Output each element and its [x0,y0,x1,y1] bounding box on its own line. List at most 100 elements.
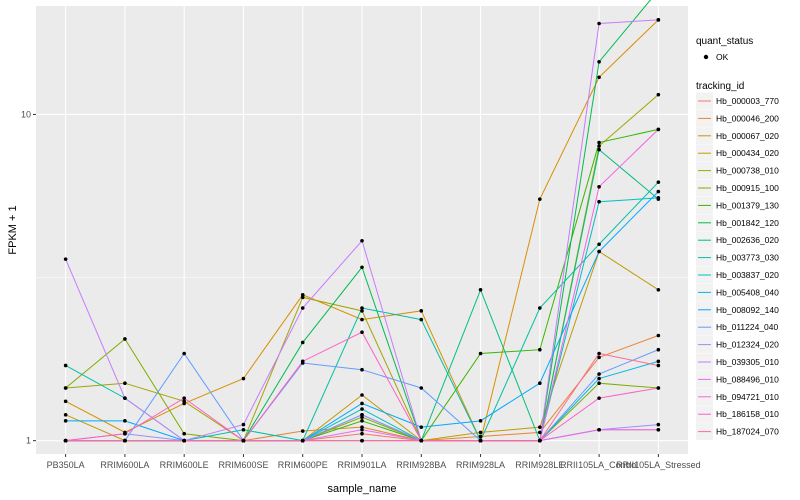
data-point-Hb_001379_130 [360,419,364,423]
data-point-Hb_187024_070 [419,438,424,443]
data-point-Hb_001379_130 [538,347,542,352]
x-axis: PB350LA RRIM600LA RRIM600LE RRIM600SE RRIM60… [47,454,701,470]
data-point-Hb_186158_010 [360,330,364,335]
legend-quant-status-title: quant_status [696,36,753,47]
data-point-Hb_000434_020 [360,393,364,397]
data-point-Hb_000046_200 [597,355,601,360]
data-point-Hb_008092_140 [656,189,661,194]
data-point-Hb_000434_020 [656,288,661,292]
data-point-Hb_186158_010 [182,396,186,400]
x-tick-label: PB350LA [47,460,85,470]
legend-ok-label: OK [716,52,729,62]
data-point-Hb_039305_010 [300,306,305,310]
data-point-Hb_039305_010 [63,257,68,261]
data-point-Hb_001842_120 [300,340,305,345]
data-point-Hb_088496_010 [656,427,661,432]
data-point-Hb_000738_010 [123,381,127,386]
x-tick-label: RRII105LA_Control [560,460,638,470]
data-point-Hb_011224_040 [597,372,601,376]
y-axis: 1 10 [21,109,36,446]
legend-label-Hb_003837_020: Hb_003837_020 [716,270,779,280]
legend-label-Hb_003773_030: Hb_003773_030 [716,253,779,263]
data-point-Hb_039305_010 [360,238,364,243]
data-point-Hb_003773_030 [419,317,424,322]
data-point-Hb_000915_100 [123,337,127,341]
data-point-Hb_008092_140 [538,381,542,386]
x-tick-label: RRIM600LA [100,460,149,470]
data-point-Hb_187024_070 [478,438,483,443]
x-tick-label: RRIM928BA [396,460,446,470]
legend: quant_status OK tracking_id Hb_000003_77… [696,36,779,441]
data-point-Hb_000915_100 [63,386,68,390]
data-point-Hb_002636_020 [478,288,483,292]
legend-ok-point [703,54,709,60]
x-tick-label: RRIM600SE [218,460,268,470]
data-point-Hb_187024_070 [538,438,542,443]
data-point-Hb_011224_040 [656,347,661,352]
data-point-Hb_008092_140 [419,425,424,429]
data-point-Hb_012324_020 [656,422,661,427]
data-point-Hb_000067_020 [538,197,542,201]
data-point-Hb_187024_070 [360,438,364,443]
data-point-Hb_000915_100 [182,431,186,436]
data-point-Hb_000003_770 [360,431,364,436]
data-point-Hb_003837_020 [597,199,601,204]
data-point-Hb_002636_020 [597,147,601,152]
data-point-Hb_003773_030 [538,306,542,310]
legend-label-Hb_000046_200: Hb_000046_200 [716,113,779,123]
data-point-Hb_000046_200 [300,429,305,433]
data-point-Hb_008092_140 [597,249,601,254]
legend-label-Hb_000067_020: Hb_000067_020 [716,131,779,141]
data-point-Hb_187024_070 [300,438,305,443]
data-point-Hb_000046_200 [478,434,483,439]
data-point-Hb_088496_010 [360,427,364,432]
data-point-Hb_000067_020 [241,376,246,381]
data-point-Hb_000434_020 [63,413,68,417]
data-point-Hb_187024_070 [63,438,68,443]
data-point-Hb_008092_140 [478,419,483,423]
data-point-Hb_000434_020 [478,430,483,435]
data-point-Hb_187024_070 [656,363,661,368]
x-tick-label: RRIM600LE [160,460,209,470]
data-point-Hb_094721_010 [597,185,601,189]
data-point-Hb_039305_010 [123,396,127,400]
data-point-Hb_003773_030 [656,180,661,184]
data-point-Hb_000915_100 [597,381,601,386]
data-point-Hb_005408_040 [597,376,601,381]
data-point-Hb_003773_030 [360,306,364,310]
data-points [63,18,661,443]
y-tick-label: 1 [26,436,31,446]
legend-label-Hb_000915_100: Hb_000915_100 [716,183,779,193]
data-point-Hb_003773_030 [63,363,68,368]
data-point-Hb_000738_010 [182,399,186,404]
data-point-Hb_000046_200 [656,333,661,338]
y-axis-title: FPKM + 1 [7,205,19,254]
data-point-Hb_003837_020 [656,196,661,200]
data-point-Hb_039305_010 [597,21,601,26]
data-point-Hb_187024_070 [597,351,601,356]
data-point-Hb_003773_030 [241,427,246,432]
legend-label-Hb_094721_010: Hb_094721_010 [716,392,779,402]
data-point-Hb_000738_010 [300,295,305,300]
legend-items: Hb_000003_770 Hb_000046_200 Hb_000067_020 H… [696,92,779,441]
legend-label-Hb_002636_020: Hb_002636_020 [716,235,779,245]
data-point-Hb_000067_020 [419,309,424,313]
x-axis-title: sample_name [327,483,396,495]
data-point-Hb_186158_010 [300,359,305,364]
legend-label-Hb_088496_010: Hb_088496_010 [716,374,779,384]
legend-label-Hb_005408_040: Hb_005408_040 [716,287,779,297]
legend-label-Hb_000003_770: Hb_000003_770 [716,96,779,106]
y-tick-label: 10 [21,109,31,119]
data-point-Hb_000738_010 [360,309,364,313]
legend-label-Hb_000434_020: Hb_000434_020 [716,148,779,158]
legend-label-Hb_008092_140: Hb_008092_140 [716,305,779,315]
data-point-Hb_008092_140 [360,401,364,406]
data-point-Hb_003837_020 [360,407,364,411]
data-point-Hb_186158_010 [656,386,661,390]
data-point-Hb_011224_040 [360,367,364,372]
data-point-Hb_001379_130 [597,140,601,145]
x-tick-label: RRII105LA_Stressed [616,460,701,470]
data-point-Hb_187024_070 [182,438,186,443]
data-point-Hb_008092_140 [123,419,127,423]
data-point-Hb_000067_020 [597,75,601,80]
